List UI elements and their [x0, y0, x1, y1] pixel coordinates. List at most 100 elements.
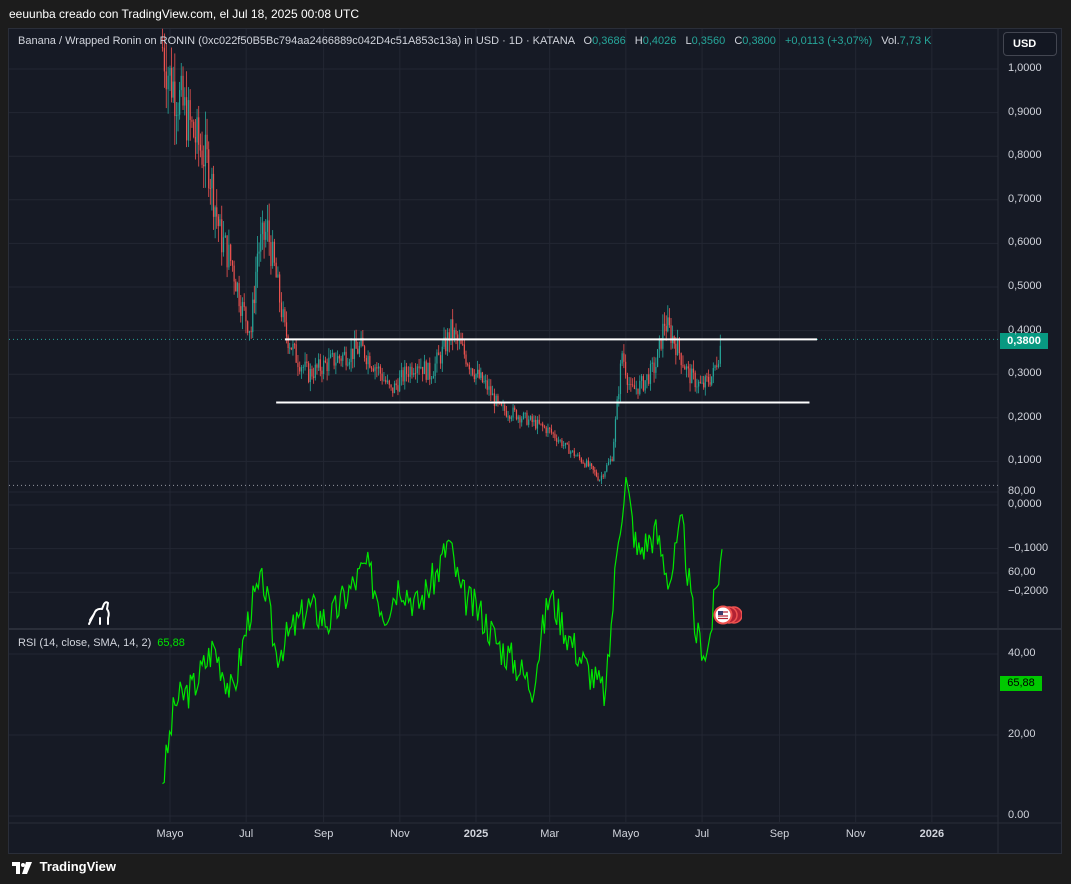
price-candle-body [545, 427, 547, 434]
price-candle-body [515, 409, 518, 420]
time-axis-tick-label: Nov [390, 828, 410, 840]
price-candle-body [330, 354, 332, 358]
price-candle-body [543, 426, 546, 428]
price-candle-body [500, 403, 502, 406]
price-candle-body [493, 393, 495, 406]
price-candle-body [580, 458, 582, 463]
price-candle-body [383, 379, 385, 381]
price-candle-body [609, 459, 611, 463]
price-candle-body [258, 251, 260, 254]
price-candle-body [602, 475, 604, 477]
price-candle-body [204, 134, 206, 167]
price-candle-body [644, 380, 646, 391]
low-label: L [685, 35, 692, 47]
price-candle-body [265, 231, 267, 240]
price-candle-body [526, 412, 528, 425]
price-candle-body [287, 336, 289, 349]
price-candle-body [495, 395, 497, 406]
volume-value: 7,73 K [899, 35, 932, 47]
price-candle-body [549, 427, 551, 429]
us-flag-event-icon[interactable] [712, 605, 742, 625]
price-candle-body [547, 427, 549, 434]
price-candle-body [212, 173, 215, 217]
price-candle-body [418, 366, 420, 369]
price-candle-body [414, 373, 417, 374]
price-candle-body [485, 380, 487, 382]
rsi-value-tag: 65,88 [1000, 676, 1042, 691]
price-candle-body [377, 366, 380, 369]
price-candle-body [328, 357, 330, 372]
price-candle-body [446, 332, 449, 352]
price-candle-body [519, 416, 521, 423]
price-candle-body [211, 173, 213, 189]
price-candle-body [219, 219, 221, 226]
price-candle-body [313, 376, 315, 378]
price-candle-body [285, 322, 288, 337]
price-candle-body [552, 432, 554, 434]
price-candle-body [694, 372, 696, 388]
last-price-tag: 0,3800 [1000, 333, 1048, 349]
price-candle-body [473, 374, 475, 380]
price-candle-body [348, 362, 351, 365]
price-candle-body [478, 369, 480, 378]
price-candle-body [381, 373, 383, 381]
price-candle-body [279, 274, 281, 303]
price-candle-body [517, 416, 519, 420]
price-candle-body [680, 353, 682, 366]
price-candle-body [369, 356, 371, 368]
price-candle-body [477, 369, 479, 375]
price-candle-body [524, 412, 526, 414]
chart-area[interactable] [8, 28, 1062, 854]
price-candle-body [284, 309, 286, 323]
price-candle-body [432, 376, 434, 379]
price-candle-body [616, 399, 618, 420]
price-candle-body [443, 337, 445, 347]
price-candle-body [655, 366, 657, 373]
price-candle-body [399, 377, 401, 392]
open-label: O [583, 35, 593, 47]
price-candle-body [318, 359, 320, 368]
price-candle-body [255, 271, 257, 304]
price-candle-body [226, 235, 228, 268]
price-candle-body [639, 380, 641, 394]
price-candle-body [621, 353, 623, 364]
rsi-axis-tick-label: 40,00 [1008, 647, 1036, 659]
price-candle-body [582, 462, 584, 464]
dino-icon[interactable] [86, 600, 114, 626]
currency-button[interactable]: USD [1003, 32, 1057, 56]
price-candle-body [221, 219, 223, 253]
price-candle-body [704, 376, 706, 388]
price-candle-body [370, 367, 373, 369]
price-candle-body [358, 345, 361, 354]
price-candle-body [273, 241, 276, 263]
price-candle-body [556, 438, 558, 442]
price-candle-body [455, 330, 457, 335]
price-candle-body [172, 81, 174, 98]
price-candle-body [668, 317, 671, 326]
price-candle-body [425, 361, 427, 380]
price-candle-body [475, 374, 477, 380]
price-candle-body [696, 386, 698, 388]
price-candle-body [345, 351, 347, 366]
price-candle-body [409, 366, 411, 377]
price-candle-body [682, 365, 684, 367]
price-candle-body [416, 366, 418, 374]
price-candle-body [241, 302, 244, 316]
price-candle-body [521, 418, 523, 423]
price-candle-body [386, 380, 389, 383]
price-axis-tick-label: −0,1000 [1008, 541, 1049, 554]
price-candle-body [231, 261, 234, 266]
price-candle-body [450, 319, 452, 342]
price-candle-body [216, 207, 218, 217]
price-candle-body [167, 75, 169, 90]
price-candle-body [657, 349, 659, 367]
price-candle-body [667, 317, 669, 332]
price-candle-body [319, 359, 321, 371]
price-candle-body [261, 222, 264, 235]
price-candle-body [594, 469, 596, 472]
price-candle-body [635, 388, 637, 390]
price-candle-body [528, 419, 530, 425]
price-candle-body [626, 375, 628, 385]
price-candle-body [709, 382, 711, 385]
